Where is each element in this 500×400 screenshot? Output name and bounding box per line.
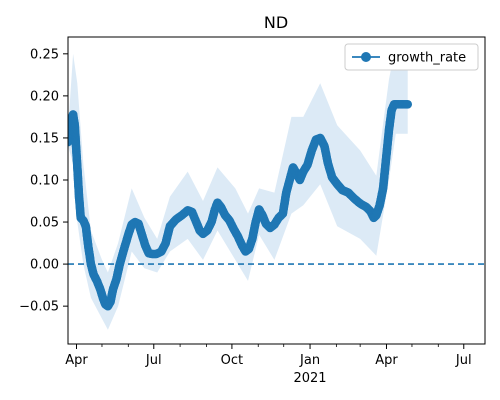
- series-layer: [68, 99, 413, 311]
- y-tick-label: 0.05: [30, 216, 59, 231]
- x-tick-label: Jul: [145, 353, 162, 368]
- y-tick-label: 0.15: [30, 131, 59, 146]
- x-tick-label: Jul: [455, 353, 472, 368]
- data-point-marker: [403, 99, 413, 109]
- axes-frame: [67, 36, 486, 345]
- y-tick-label: 0.00: [30, 258, 59, 273]
- legend-box: [344, 43, 479, 71]
- axes-layer: [67, 36, 486, 345]
- uncertainty-band-layer: [68, 45, 408, 330]
- y-axis-ticks: −0.05 0.00 0.05 0.10 0.15 0.20 0.25: [19, 47, 68, 315]
- legend: growth_rate: [344, 43, 479, 71]
- legend-marker-icon: [361, 52, 371, 62]
- x-tick-label: Apr: [65, 353, 88, 368]
- confidence-band: [68, 45, 408, 330]
- y-tick-label: 0.25: [30, 47, 59, 62]
- y-tick-label: 0.10: [30, 173, 59, 188]
- legend-label: growth_rate: [388, 51, 466, 66]
- x-tick-label: Apr: [375, 353, 398, 368]
- x-axis-ticks: Apr Jul Oct Jan 2021 Apr Jul: [65, 344, 472, 386]
- x-tick-year-label: 2021: [293, 371, 326, 386]
- x-tick-label: Oct: [221, 353, 243, 368]
- y-tick-label: −0.05: [19, 300, 59, 315]
- x-tick-label: Jan: [299, 353, 320, 368]
- plot-area: [68, 45, 485, 330]
- y-tick-label: 0.20: [30, 89, 59, 104]
- chart-title: ND: [264, 13, 288, 32]
